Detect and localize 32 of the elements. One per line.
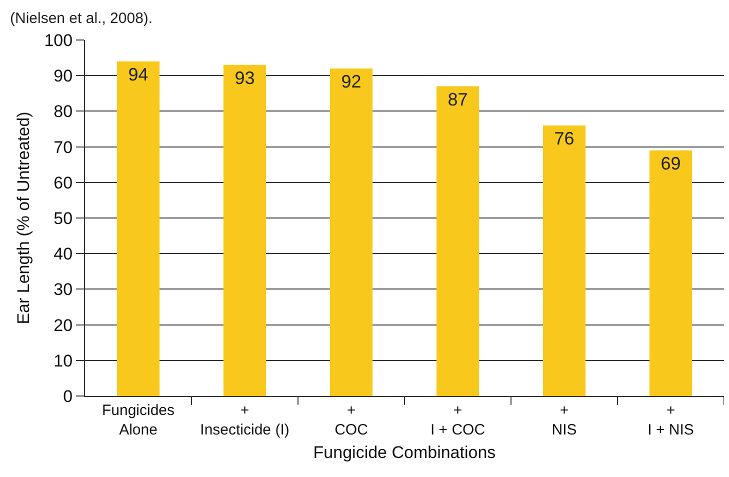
y-tick-label: 60 [54, 173, 73, 192]
y-tick-label: 80 [54, 102, 73, 122]
bar [542, 125, 586, 396]
bar [223, 64, 266, 396]
y-tick-label: 30 [54, 280, 73, 300]
x-tick-label: + I + COC [430, 402, 486, 438]
x-tick-label: + I + NIS [648, 402, 694, 438]
x-tick-label: + Insecticide (I) [200, 402, 290, 438]
bar [436, 86, 480, 396]
x-tick-label: + COC [334, 402, 368, 438]
y-tick-label: 0 [63, 386, 73, 406]
data-label: 69 [660, 153, 681, 174]
data-label: 76 [554, 128, 574, 148]
y-tick-label: 10 [54, 351, 73, 370]
data-label: 94 [128, 64, 148, 84]
y-tick-label: 50 [54, 208, 73, 228]
data-label: 93 [234, 68, 255, 88]
y-tick-label: 20 [54, 316, 73, 335]
y-tick-label: 70 [54, 138, 73, 157]
bar [649, 150, 692, 396]
y-tick-label: 90 [54, 66, 73, 86]
y-axis-title: Ear Length (% of Untreated) [14, 112, 33, 324]
bar [116, 61, 160, 396]
y-tick-label: 40 [54, 244, 73, 264]
text: (Nielsen et al., 2008). [10, 10, 153, 27]
data-label: 87 [448, 89, 468, 110]
data-label: 92 [341, 71, 362, 92]
x-tick-label: + NIS [552, 402, 577, 438]
x-axis-title: Fungicide Combinations [313, 442, 496, 462]
x-tick-label: Fungicides Alone [102, 402, 175, 438]
y-tick-label: 100 [44, 30, 73, 50]
bar [330, 68, 373, 396]
